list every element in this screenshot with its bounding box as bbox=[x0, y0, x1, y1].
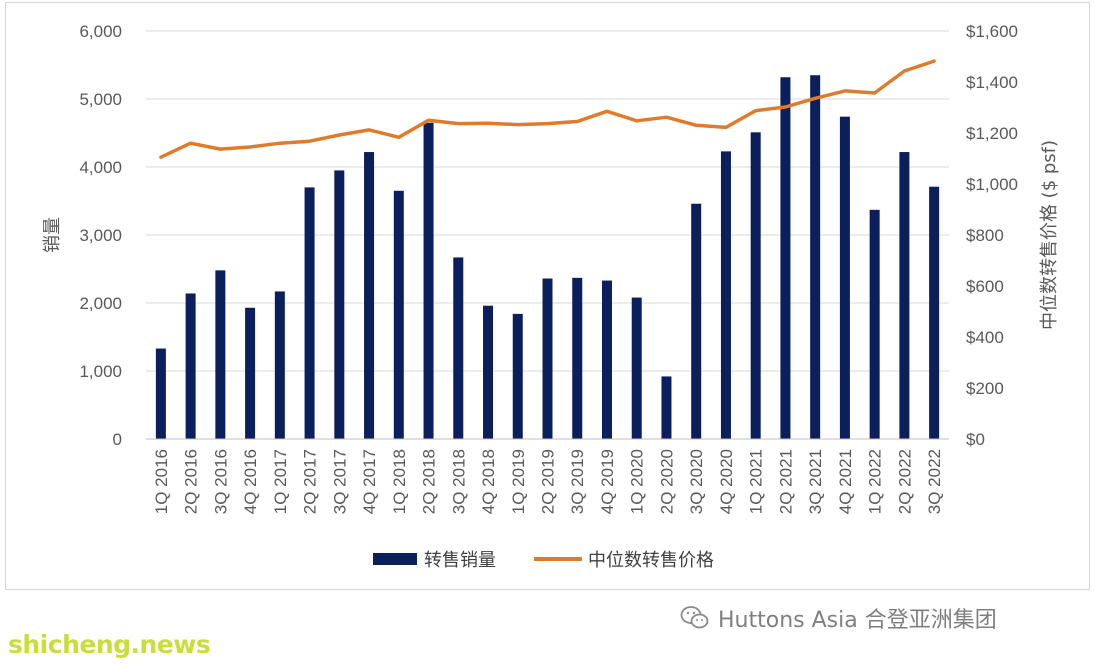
bar bbox=[780, 77, 791, 440]
x-tick-label: 1Q 2022 bbox=[866, 449, 885, 514]
x-tick-label: 4Q 2019 bbox=[598, 449, 617, 514]
x-tick-label: 4Q 2020 bbox=[717, 449, 736, 514]
bar bbox=[393, 190, 404, 439]
legend-label-bar: 转售销量 bbox=[424, 550, 496, 571]
x-tick-label: 2Q 2018 bbox=[420, 449, 439, 514]
y-left-axis-title: 销量 bbox=[42, 217, 63, 253]
y-right-tick-label: $1,000 bbox=[966, 175, 1018, 194]
y-left-tick-label: 5,000 bbox=[79, 90, 122, 109]
x-tick-label: 2Q 2021 bbox=[776, 449, 795, 514]
bar bbox=[691, 203, 702, 439]
y-left-tick-label: 3,000 bbox=[79, 226, 122, 245]
chart-canvas: 0 1,000 2,000 3,000 4,000 5,000 6,000 $0 $200 $40… bbox=[42, 22, 1060, 571]
x-tick-label: 3Q 2020 bbox=[687, 449, 706, 514]
x-tick-label: 2Q 2017 bbox=[301, 449, 320, 514]
y-left-tick-label: 6,000 bbox=[79, 22, 122, 41]
y-right-tick-label: $200 bbox=[966, 379, 1004, 398]
x-tick-label: 3Q 2017 bbox=[330, 449, 349, 514]
x-tick-label: 4Q 2017 bbox=[360, 449, 379, 514]
bar bbox=[572, 277, 583, 439]
source-watermark-text: Huttons Asia 合登亚洲集团 bbox=[718, 608, 997, 633]
x-tick-label: 2Q 2019 bbox=[539, 449, 558, 514]
y-right-tick-label: $0 bbox=[966, 430, 985, 449]
y-left-tick-label: 1,000 bbox=[79, 362, 122, 381]
bar bbox=[512, 313, 523, 439]
y-right-tick-label: $400 bbox=[966, 328, 1004, 347]
x-tick-label: 1Q 2019 bbox=[509, 449, 528, 514]
x-tick-label: 2Q 2022 bbox=[895, 449, 914, 514]
bar bbox=[215, 270, 226, 439]
bar bbox=[423, 122, 434, 440]
bar bbox=[185, 293, 196, 439]
x-tick-label: 1Q 2021 bbox=[747, 449, 766, 514]
bar bbox=[245, 307, 256, 439]
x-tick-label: 1Q 2020 bbox=[628, 449, 647, 514]
bar bbox=[661, 376, 672, 439]
bar bbox=[869, 209, 880, 439]
x-tick-label: 2Q 2016 bbox=[182, 449, 201, 514]
bar bbox=[274, 291, 285, 439]
legend-label-line: 中位数转售价格 bbox=[588, 550, 714, 571]
x-tick-label: 4Q 2021 bbox=[836, 449, 855, 514]
y-right-tick-label: $1,200 bbox=[966, 124, 1018, 143]
x-tick-label: 3Q 2016 bbox=[211, 449, 230, 514]
y-left-tick-label: 4,000 bbox=[79, 158, 122, 177]
y-right-tick-label: $800 bbox=[966, 226, 1004, 245]
bar bbox=[364, 152, 375, 440]
bar bbox=[334, 170, 345, 439]
y-right-axis-title: 中位数转售价格 ($ psf) bbox=[1039, 140, 1060, 330]
bar bbox=[483, 305, 494, 439]
bar bbox=[839, 116, 850, 440]
bar bbox=[542, 278, 553, 439]
x-tick-label: 4Q 2018 bbox=[479, 449, 498, 514]
y-right-tick-label: $1,600 bbox=[966, 22, 1018, 41]
y-right-tick-label: $1,400 bbox=[966, 73, 1018, 92]
bar bbox=[929, 186, 940, 439]
x-tick-label: 4Q 2016 bbox=[241, 449, 260, 514]
bar bbox=[304, 187, 315, 439]
bar bbox=[810, 75, 821, 439]
x-tick-label: 2Q 2020 bbox=[657, 449, 676, 514]
site-watermark: shicheng.news bbox=[8, 630, 211, 659]
x-tick-label: 1Q 2018 bbox=[390, 449, 409, 514]
y-left-tick-label: 2,000 bbox=[79, 294, 122, 313]
x-tick-label: 1Q 2017 bbox=[271, 449, 290, 514]
source-watermark: Huttons Asia 合登亚洲集团 bbox=[680, 600, 997, 636]
legend-swatch-bar bbox=[373, 553, 417, 565]
x-tick-label: 1Q 2016 bbox=[152, 449, 171, 514]
chart-frame: 0 1,000 2,000 3,000 4,000 5,000 6,000 $0 $200 $40… bbox=[5, 2, 1090, 590]
x-tick-label: 3Q 2019 bbox=[568, 449, 587, 514]
x-tick-label: 3Q 2021 bbox=[806, 449, 825, 514]
x-tick-label: 3Q 2022 bbox=[925, 449, 944, 514]
y-right-tick-label: $600 bbox=[966, 277, 1004, 296]
bar bbox=[750, 132, 761, 439]
bar bbox=[601, 280, 612, 439]
bar bbox=[899, 152, 910, 440]
bar bbox=[720, 151, 731, 440]
y-left-tick-label: 0 bbox=[113, 430, 122, 449]
x-tick-label: 3Q 2018 bbox=[449, 449, 468, 514]
bar bbox=[453, 257, 464, 439]
wechat-icon bbox=[680, 606, 709, 629]
bar bbox=[155, 348, 166, 439]
bar bbox=[631, 297, 642, 439]
